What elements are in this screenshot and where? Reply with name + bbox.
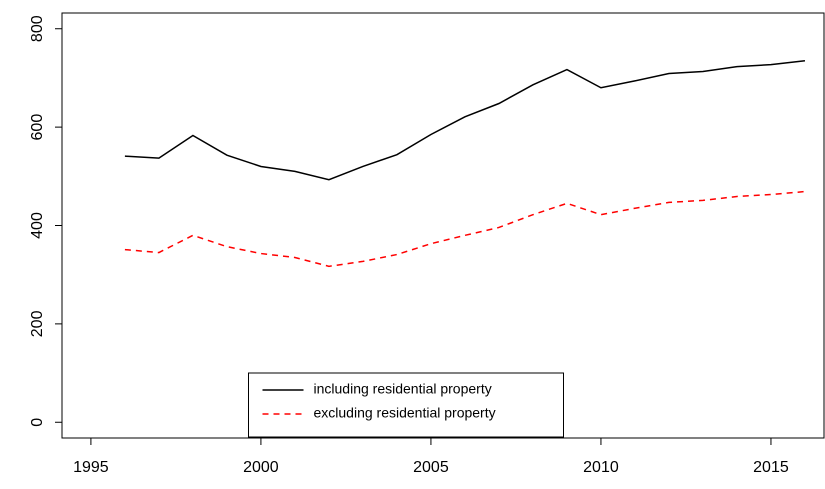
y-tick-label: 800 xyxy=(29,15,46,42)
y-tick-label: 600 xyxy=(29,114,46,141)
y-tick-label: 200 xyxy=(29,310,46,337)
x-tick-label: 2010 xyxy=(583,459,619,476)
x-tick-label: 2005 xyxy=(413,459,449,476)
legend-label: excluding residential property xyxy=(314,405,496,421)
x-tick-label: 1995 xyxy=(73,459,109,476)
series-line xyxy=(124,190,806,268)
y-tick-label: 0 xyxy=(29,418,46,427)
y-tick-label: 400 xyxy=(29,212,46,239)
x-tick-label: 2015 xyxy=(753,459,789,476)
series-line xyxy=(124,59,806,181)
x-tick-label: 2000 xyxy=(243,459,279,476)
legend: including residential property excluding … xyxy=(248,372,564,438)
legend-label: including residential property xyxy=(314,381,492,397)
legend-box xyxy=(248,372,564,438)
